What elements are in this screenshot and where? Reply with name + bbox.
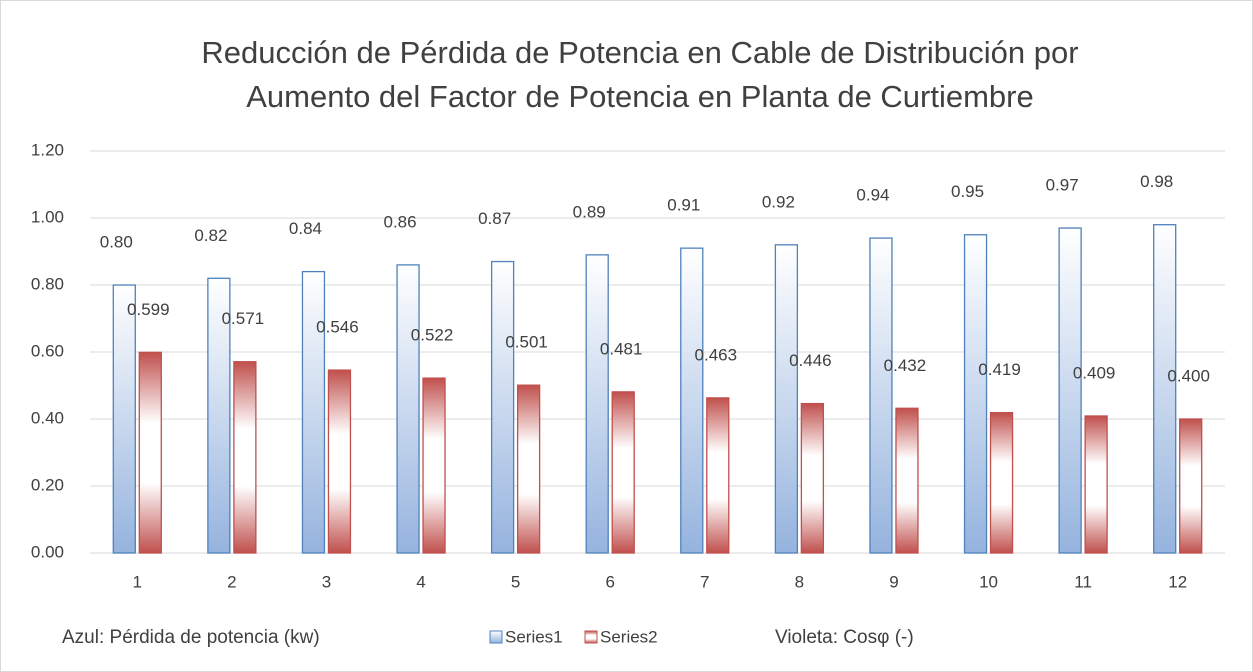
legend-swatch: [489, 630, 503, 644]
bar: [301, 270, 326, 554]
value-label: 0.92: [762, 192, 795, 211]
bar: [1153, 224, 1177, 554]
chart-title: Aumento del Factor de Potencia en Planta…: [246, 79, 1034, 114]
bar: [138, 351, 162, 554]
bar: [989, 411, 1014, 554]
bar: [1058, 227, 1082, 554]
bar: [233, 361, 257, 554]
value-label: 0.80: [100, 232, 133, 251]
value-label: 0.501: [505, 333, 548, 352]
value-label: 0.446: [789, 351, 832, 370]
x-tick-label: 1: [133, 572, 142, 591]
value-label: 0.481: [600, 339, 643, 358]
legend-label: Series2: [600, 627, 658, 646]
bar: [207, 277, 231, 554]
bar: [422, 377, 446, 554]
bar: [680, 247, 704, 554]
legend-label: Series1: [505, 627, 563, 646]
bar: [963, 234, 988, 554]
bar: [585, 254, 609, 554]
annotation: Azul: Pérdida de potencia (kw): [62, 627, 320, 648]
y-tick-label: 1.20: [31, 140, 64, 159]
y-tick-label: 0.80: [31, 274, 64, 293]
value-label: 0.571: [222, 309, 265, 328]
value-label: 0.87: [478, 209, 511, 228]
bar: [327, 369, 352, 554]
x-tick-label: 9: [889, 572, 898, 591]
x-tick-label: 10: [979, 572, 998, 591]
value-label: 0.419: [978, 360, 1021, 379]
x-tick-label: 7: [700, 572, 709, 591]
x-tick-label: 3: [322, 572, 331, 591]
x-tick-label: 4: [416, 572, 425, 591]
bar: [1084, 415, 1108, 554]
bar: [895, 407, 919, 554]
value-label: 0.94: [856, 186, 889, 205]
value-label: 0.82: [194, 226, 227, 245]
y-tick-label: 0.60: [31, 341, 64, 360]
bar: [774, 244, 799, 554]
y-tick-label: 1.00: [31, 207, 64, 226]
x-tick-label: 11: [1074, 572, 1092, 591]
x-tick-label: 12: [1168, 572, 1187, 591]
y-tick-label: 0.40: [31, 408, 64, 427]
value-label: 0.84: [289, 219, 322, 238]
chart-title: Reducción de Pérdida de Potencia en Cabl…: [201, 35, 1078, 70]
x-tick-label: 5: [511, 572, 520, 591]
value-label: 0.97: [1046, 176, 1079, 195]
value-label: 0.91: [667, 196, 700, 215]
value-label: 0.546: [316, 318, 359, 337]
value-label: 0.599: [127, 300, 170, 319]
bar: [800, 402, 825, 554]
value-label: 0.409: [1073, 363, 1116, 382]
x-tick-label: 8: [795, 572, 804, 591]
value-label: 0.89: [573, 202, 606, 221]
bar: [1179, 418, 1203, 554]
value-label: 0.95: [951, 182, 984, 201]
bar: [396, 264, 420, 554]
bar: [611, 391, 635, 554]
y-tick-label: 0.20: [31, 475, 64, 494]
x-tick-label: 2: [227, 572, 236, 591]
x-tick-label: 6: [605, 572, 614, 591]
value-label: 0.522: [411, 326, 454, 345]
value-label: 0.463: [695, 345, 738, 364]
bar: [516, 384, 541, 554]
bar: [869, 237, 893, 554]
value-label: 0.86: [383, 212, 416, 231]
value-label: 0.432: [884, 356, 927, 375]
bar: [490, 260, 515, 554]
bar: [112, 284, 136, 554]
legend-swatch: [584, 630, 598, 644]
value-label: 0.98: [1140, 172, 1173, 191]
annotation: Violeta: Cosφ (-): [775, 627, 914, 648]
bar: [706, 397, 730, 554]
value-label: 0.400: [1167, 366, 1210, 385]
y-tick-label: 0.00: [31, 542, 64, 561]
